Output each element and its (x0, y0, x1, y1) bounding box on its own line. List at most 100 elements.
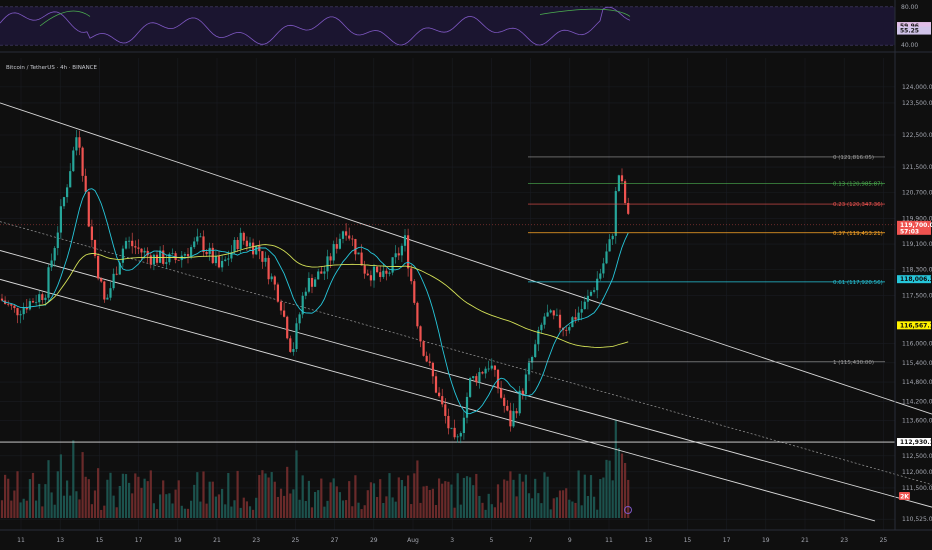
candle-body (534, 344, 537, 358)
candle-body (28, 301, 31, 310)
volume-bar (279, 488, 283, 518)
time-tick-label: 23 (252, 537, 260, 544)
candle-body (118, 262, 121, 275)
volume-bar (202, 471, 205, 518)
candle-body (236, 240, 239, 249)
volume-bar (97, 468, 100, 518)
fib-level-label: 0.23 (120,347.36) (833, 202, 883, 208)
volume-badge-label: 2K (900, 493, 909, 500)
candle-body (363, 265, 366, 274)
price-tag-box (897, 438, 931, 447)
candle-body (124, 241, 128, 249)
candle-body (190, 247, 193, 257)
fibonacci-retracement[interactable]: 0 (121,816.05) 0.13 (120,985.87) 0.23 (120… (528, 155, 885, 366)
volume-bar (320, 478, 323, 518)
candle-body (304, 291, 307, 296)
volume-bar (22, 498, 25, 518)
candle-body (379, 272, 382, 277)
candle-body (589, 291, 593, 296)
candle-body (143, 250, 146, 253)
candle-body (59, 206, 62, 233)
volume-bar (419, 502, 422, 518)
volume-bar (227, 473, 230, 518)
candle-body (62, 197, 66, 207)
candle-body (97, 255, 100, 279)
time-tick-label: 9 (568, 537, 572, 544)
candle-body (555, 314, 558, 316)
volume-bar (534, 478, 537, 518)
volume-bar (552, 498, 555, 518)
volume-bar (438, 478, 441, 518)
time-tick-label: 3 (450, 537, 454, 544)
scroll-to-realtime-icon[interactable] (624, 506, 632, 514)
candle-body (400, 245, 403, 256)
volume-bar (298, 499, 301, 518)
candle-body (357, 252, 360, 255)
volume-bar (400, 479, 403, 518)
time-tick-label: 11 (605, 537, 613, 544)
candle-body (599, 273, 602, 279)
volume-bar (90, 504, 93, 518)
candle-body (456, 436, 459, 438)
volume-bar (171, 503, 174, 518)
volume-bar (283, 495, 286, 518)
volume-bar (87, 479, 90, 518)
price-axis[interactable]: 124,000.00 123,500.00 122,500.00 121,500.00… (902, 84, 932, 523)
candle-body (348, 235, 351, 239)
candle-body (416, 302, 419, 327)
candle-body (66, 187, 69, 198)
volume-bar (341, 500, 345, 518)
candle-body (239, 232, 242, 249)
candle-body (177, 259, 180, 261)
candle-body (221, 260, 224, 268)
volume-bar (369, 482, 372, 518)
candle-body (224, 259, 227, 261)
candle-body (53, 248, 56, 261)
candle-body (602, 263, 605, 274)
volume-bar (611, 480, 614, 518)
volume-bar (78, 499, 81, 518)
candle-body (546, 312, 549, 317)
price-tick-label: 110,525.00 (902, 516, 932, 523)
candle-body (493, 365, 496, 370)
candle-body (317, 271, 320, 280)
candle-body (484, 368, 487, 374)
candle-body (31, 301, 35, 303)
candle-body (428, 361, 431, 363)
price-tick-label: 115,400.00 (902, 360, 932, 367)
candle-body (38, 294, 41, 303)
volume-bar (500, 502, 503, 518)
volume-bar (81, 452, 84, 518)
volume-bar (453, 507, 456, 518)
rsi-band (0, 6, 895, 46)
candle-body (115, 273, 118, 275)
volume-bar (273, 481, 276, 518)
volume-bar (335, 486, 338, 518)
candle-body (397, 253, 400, 256)
candle-body (487, 368, 490, 370)
volume-bar (372, 483, 376, 518)
volume-bar (270, 472, 273, 518)
volume-bar (441, 483, 444, 518)
volume-bar (301, 475, 304, 518)
volume-bar (416, 460, 419, 518)
symbol-title: Bitcoin / TetherUS · 4h · BINANCE (6, 65, 98, 71)
time-axis[interactable]: 11 13 15 17 19 21 23 25 27 29 Aug 3 5 7 9 11 13 15 17 19 21 2… (17, 537, 887, 544)
candle-body (453, 427, 456, 438)
time-tick-label: 15 (96, 537, 104, 544)
candle-body (112, 273, 115, 289)
candle-body (155, 254, 159, 263)
volume-bar (245, 501, 248, 518)
rsi-value-tag (897, 22, 931, 31)
candle-body (496, 369, 500, 389)
volume-bar (379, 479, 382, 518)
volume-bar (62, 495, 66, 518)
rsi-value-tag (897, 26, 931, 35)
volume-bar (571, 501, 574, 518)
volume-bar (180, 505, 183, 518)
price-tick-label: 113,600.00 (902, 418, 932, 425)
volume-bar (351, 506, 354, 518)
volume-bar (255, 497, 258, 518)
